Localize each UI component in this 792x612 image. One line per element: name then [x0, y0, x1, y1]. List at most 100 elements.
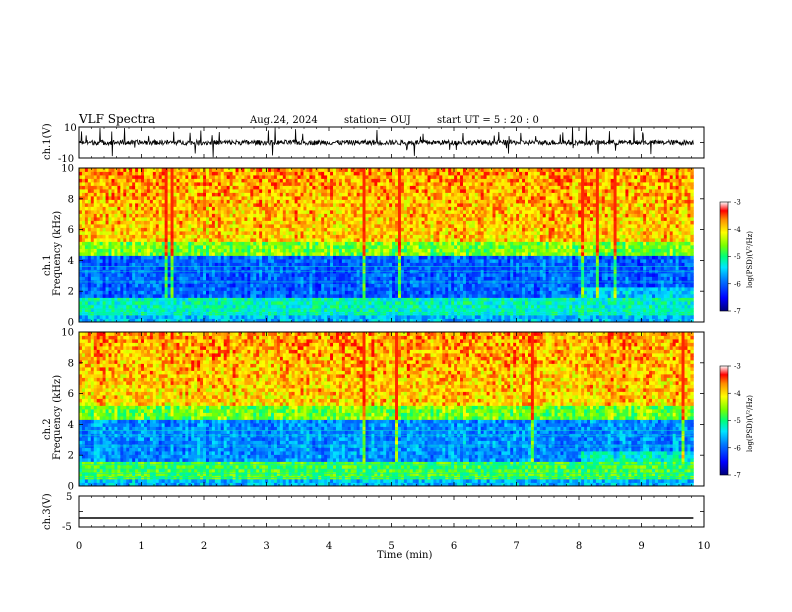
spectrogram-cell: [395, 255, 399, 260]
spectrogram-cell: [270, 189, 275, 193]
spectrogram-cell: [93, 206, 98, 211]
spectrogram-cell: [81, 178, 86, 183]
spectrogram-cell: [173, 241, 177, 246]
spectrogram-cell: [359, 175, 363, 179]
spectrogram-cell: [395, 192, 399, 197]
spectrogram-cell: [392, 304, 396, 309]
spectrogram-cell: [353, 182, 358, 186]
spectrogram-cell: [273, 231, 278, 235]
spectrogram-cell: [377, 213, 381, 218]
spectrogram-cell: [185, 318, 189, 322]
spectrogram-cell: [176, 175, 180, 179]
spectrogram-cell: [79, 192, 83, 197]
spectrogram-cell: [247, 217, 251, 221]
spectrogram-cell: [203, 273, 207, 277]
spectrogram-cell: [197, 196, 201, 200]
spectrogram-cell: [392, 255, 396, 260]
spectrogram-cell: [152, 290, 157, 295]
spectrogram-cell: [223, 283, 228, 288]
spectrogram-cell: [132, 273, 136, 277]
spectrogram-cell: [161, 175, 166, 179]
spectrogram-cell: [409, 273, 414, 277]
spectrogram-cell: [164, 224, 169, 228]
spectrogram-cell: [132, 171, 136, 176]
spectrogram-cell: [341, 290, 346, 295]
spectrogram-cell: [247, 238, 251, 242]
spectrogram-cell: [241, 210, 245, 214]
spectrogram-cell: [335, 224, 340, 228]
spectrogram-cell: [176, 245, 180, 249]
spectrogram-cell: [321, 227, 325, 232]
spectrogram-cell: [362, 220, 366, 225]
spectrogram-cell: [253, 297, 257, 302]
spectrogram-cell: [132, 192, 136, 197]
spectrogram-cell: [312, 283, 316, 288]
spectrogram-cell: [203, 248, 207, 253]
spectrogram-cell: [309, 273, 313, 277]
spectrogram-cell: [123, 224, 127, 228]
spectrogram-cell: [123, 287, 127, 291]
spectrogram-cell: [152, 192, 157, 197]
spectrogram-cell: [170, 213, 174, 218]
spectrogram-cell: [341, 252, 346, 256]
spectrogram-cell: [244, 231, 248, 235]
spectrogram-cell: [179, 245, 183, 249]
spectrogram-cell: [403, 304, 408, 309]
spectrogram-cell: [389, 245, 393, 249]
spectrogram-cell: [294, 252, 298, 256]
spectrogram-cell: [318, 255, 322, 260]
spectrogram-cell: [338, 203, 343, 207]
spectrogram-cell: [330, 276, 334, 281]
spectrogram-cell: [409, 248, 414, 253]
spectrogram-cell: [208, 234, 213, 239]
spectrogram-cell: [81, 273, 86, 277]
spectrogram-cell: [353, 206, 358, 211]
spectrogram-cell: [285, 283, 290, 288]
spectrogram-cell: [259, 318, 263, 322]
spectrogram-cell: [386, 224, 390, 228]
spectrogram-cell: [241, 192, 245, 197]
spectrogram-cell: [244, 315, 248, 319]
spectrogram-cell: [241, 189, 245, 193]
spectrogram-cell: [176, 297, 180, 302]
spectrogram-cell: [335, 192, 340, 197]
spectrogram-cell: [374, 259, 378, 263]
spectrogram-cell: [138, 287, 142, 291]
spectrogram-cell: [114, 241, 118, 246]
spectrogram-cell: [324, 318, 328, 322]
spectrogram-cell: [99, 301, 104, 305]
spectrogram-cell: [389, 301, 393, 305]
spectrogram-cell: [114, 231, 118, 235]
spectrogram-cell: [253, 318, 257, 322]
spectrogram-cell: [105, 199, 109, 204]
spectrogram-cell: [374, 196, 378, 200]
spectrogram-cell: [241, 217, 245, 221]
spectrogram-cell: [182, 168, 186, 172]
spectrogram-cell: [108, 168, 112, 172]
spectrogram-cell: [138, 217, 142, 221]
spectrogram-cell: [167, 290, 171, 295]
spectrogram-cell: [99, 196, 104, 200]
spectrogram-cell: [285, 262, 290, 267]
spectrogram-cell: [84, 315, 89, 319]
spectrogram-cell: [268, 290, 272, 295]
spectrogram-cell: [315, 304, 319, 309]
spectrogram-cell: [81, 262, 86, 267]
spectrogram-cell: [386, 178, 390, 183]
spectrogram-cell: [406, 238, 411, 242]
spectrogram-cell: [247, 192, 251, 197]
spectrogram-cell: [306, 318, 310, 322]
spectrogram-cell: [226, 189, 231, 193]
spectrogram-cell: [108, 206, 112, 211]
spectrogram-cell: [90, 276, 95, 281]
spectrogram-cell: [359, 245, 363, 249]
spectrogram-cell: [341, 178, 346, 183]
spectrogram-cell: [90, 241, 95, 246]
spectrogram-cell: [141, 266, 145, 270]
spectrogram-cell: [338, 255, 343, 260]
spectrogram-cell: [141, 315, 145, 319]
spectrogram-cell: [309, 217, 313, 221]
spectrogram-cell: [182, 203, 186, 207]
spectrogram-cell: [158, 206, 163, 211]
spectrogram-cell: [220, 315, 225, 319]
